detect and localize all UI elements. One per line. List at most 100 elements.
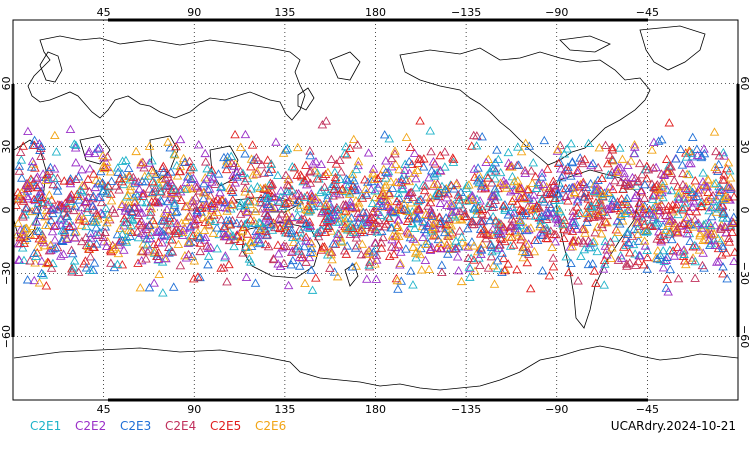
observation-marker (537, 194, 547, 204)
observation-marker (661, 154, 672, 163)
observation-marker (616, 211, 626, 220)
observation-marker (401, 132, 412, 142)
observation-marker (716, 224, 726, 233)
observation-marker (633, 176, 644, 185)
observation-marker (678, 179, 688, 189)
observation-marker (462, 180, 472, 190)
observation-marker (246, 161, 256, 171)
observation-marker (513, 230, 524, 240)
observation-marker (656, 237, 666, 246)
observation-marker (713, 233, 723, 243)
australia-coastline (241, 221, 321, 279)
observation-marker (329, 184, 339, 194)
observation-marker (721, 248, 731, 257)
observation-marker (232, 167, 242, 177)
observation-marker (498, 201, 509, 210)
observation-marker (446, 229, 456, 239)
observation-marker (709, 127, 720, 136)
observation-marker (413, 196, 423, 206)
observation-marker (696, 198, 706, 207)
observation-marker (548, 262, 559, 271)
observation-marker (368, 168, 378, 177)
lon-tick-label-bottom: 135 (274, 403, 295, 416)
observation-marker (188, 196, 198, 205)
legend-item-c2e6: C2E6 (255, 419, 286, 433)
kamchatka-coastline (329, 51, 361, 81)
observation-marker (229, 241, 239, 251)
observation-marker (312, 174, 323, 183)
observation-marker (408, 192, 418, 201)
observation-marker (458, 204, 468, 213)
observation-marker (267, 187, 277, 196)
observation-marker (123, 163, 134, 172)
observation-marker (194, 233, 205, 242)
observation-marker (71, 174, 81, 183)
observation-marker (687, 187, 698, 196)
observation-marker (224, 259, 234, 269)
legend-item-c2e2: C2E2 (75, 419, 106, 433)
observation-marker (81, 263, 92, 272)
observation-marker (637, 169, 647, 179)
observation-marker (194, 186, 205, 195)
observation-marker (663, 166, 673, 175)
observation-marker (62, 234, 72, 243)
observation-marker (686, 217, 696, 226)
observation-marker (284, 180, 294, 190)
observation-marker (701, 196, 712, 206)
observation-marker (146, 197, 157, 206)
observation-marker (190, 181, 201, 190)
observation-marker (617, 216, 628, 225)
observation-marker (278, 201, 288, 211)
observation-marker (23, 194, 33, 203)
observation-marker (684, 206, 695, 215)
observation-marker (69, 139, 80, 148)
observation-marker (51, 147, 62, 156)
observation-marker (301, 204, 311, 214)
observation-marker (371, 255, 382, 264)
observation-marker (316, 224, 326, 234)
observation-marker (37, 192, 47, 201)
observation-marker (64, 221, 75, 231)
observation-marker (669, 175, 680, 185)
observation-marker (613, 255, 624, 264)
observation-marker (151, 227, 162, 237)
observation-marker (509, 176, 520, 186)
scandinavia-coastline (39, 51, 63, 83)
observation-marker (718, 268, 728, 278)
observation-marker (681, 181, 691, 191)
observation-marker (687, 148, 697, 157)
observation-marker (648, 191, 659, 200)
observation-marker (281, 186, 292, 196)
observation-marker (724, 181, 734, 190)
observation-marker (22, 202, 32, 212)
observation-marker (79, 259, 89, 268)
observation-marker (504, 232, 514, 241)
observation-marker (412, 214, 422, 223)
observation-marker (544, 271, 555, 280)
observation-marker (690, 273, 700, 282)
observation-marker (586, 160, 596, 170)
observation-marker (688, 192, 699, 201)
observation-marker (117, 201, 127, 210)
observation-marker (171, 192, 182, 202)
observation-marker (505, 222, 515, 231)
observation-marker (541, 233, 551, 242)
observation-marker (210, 179, 220, 189)
observation-marker (565, 190, 576, 199)
observation-marker (252, 182, 263, 191)
observation-marker (421, 209, 431, 219)
observation-marker (356, 190, 367, 200)
observation-marker (462, 223, 473, 233)
observation-marker (138, 157, 148, 166)
observation-marker (144, 245, 155, 254)
observation-marker (516, 231, 527, 241)
observation-marker (167, 247, 178, 256)
observation-marker (146, 203, 157, 213)
observation-marker (219, 152, 229, 162)
observation-marker (222, 277, 232, 286)
lat-tick-label-left: −60 (0, 325, 13, 348)
observation-marker (113, 240, 124, 249)
observation-marker (192, 205, 202, 215)
observation-marker (93, 144, 103, 153)
observation-marker (595, 199, 605, 209)
